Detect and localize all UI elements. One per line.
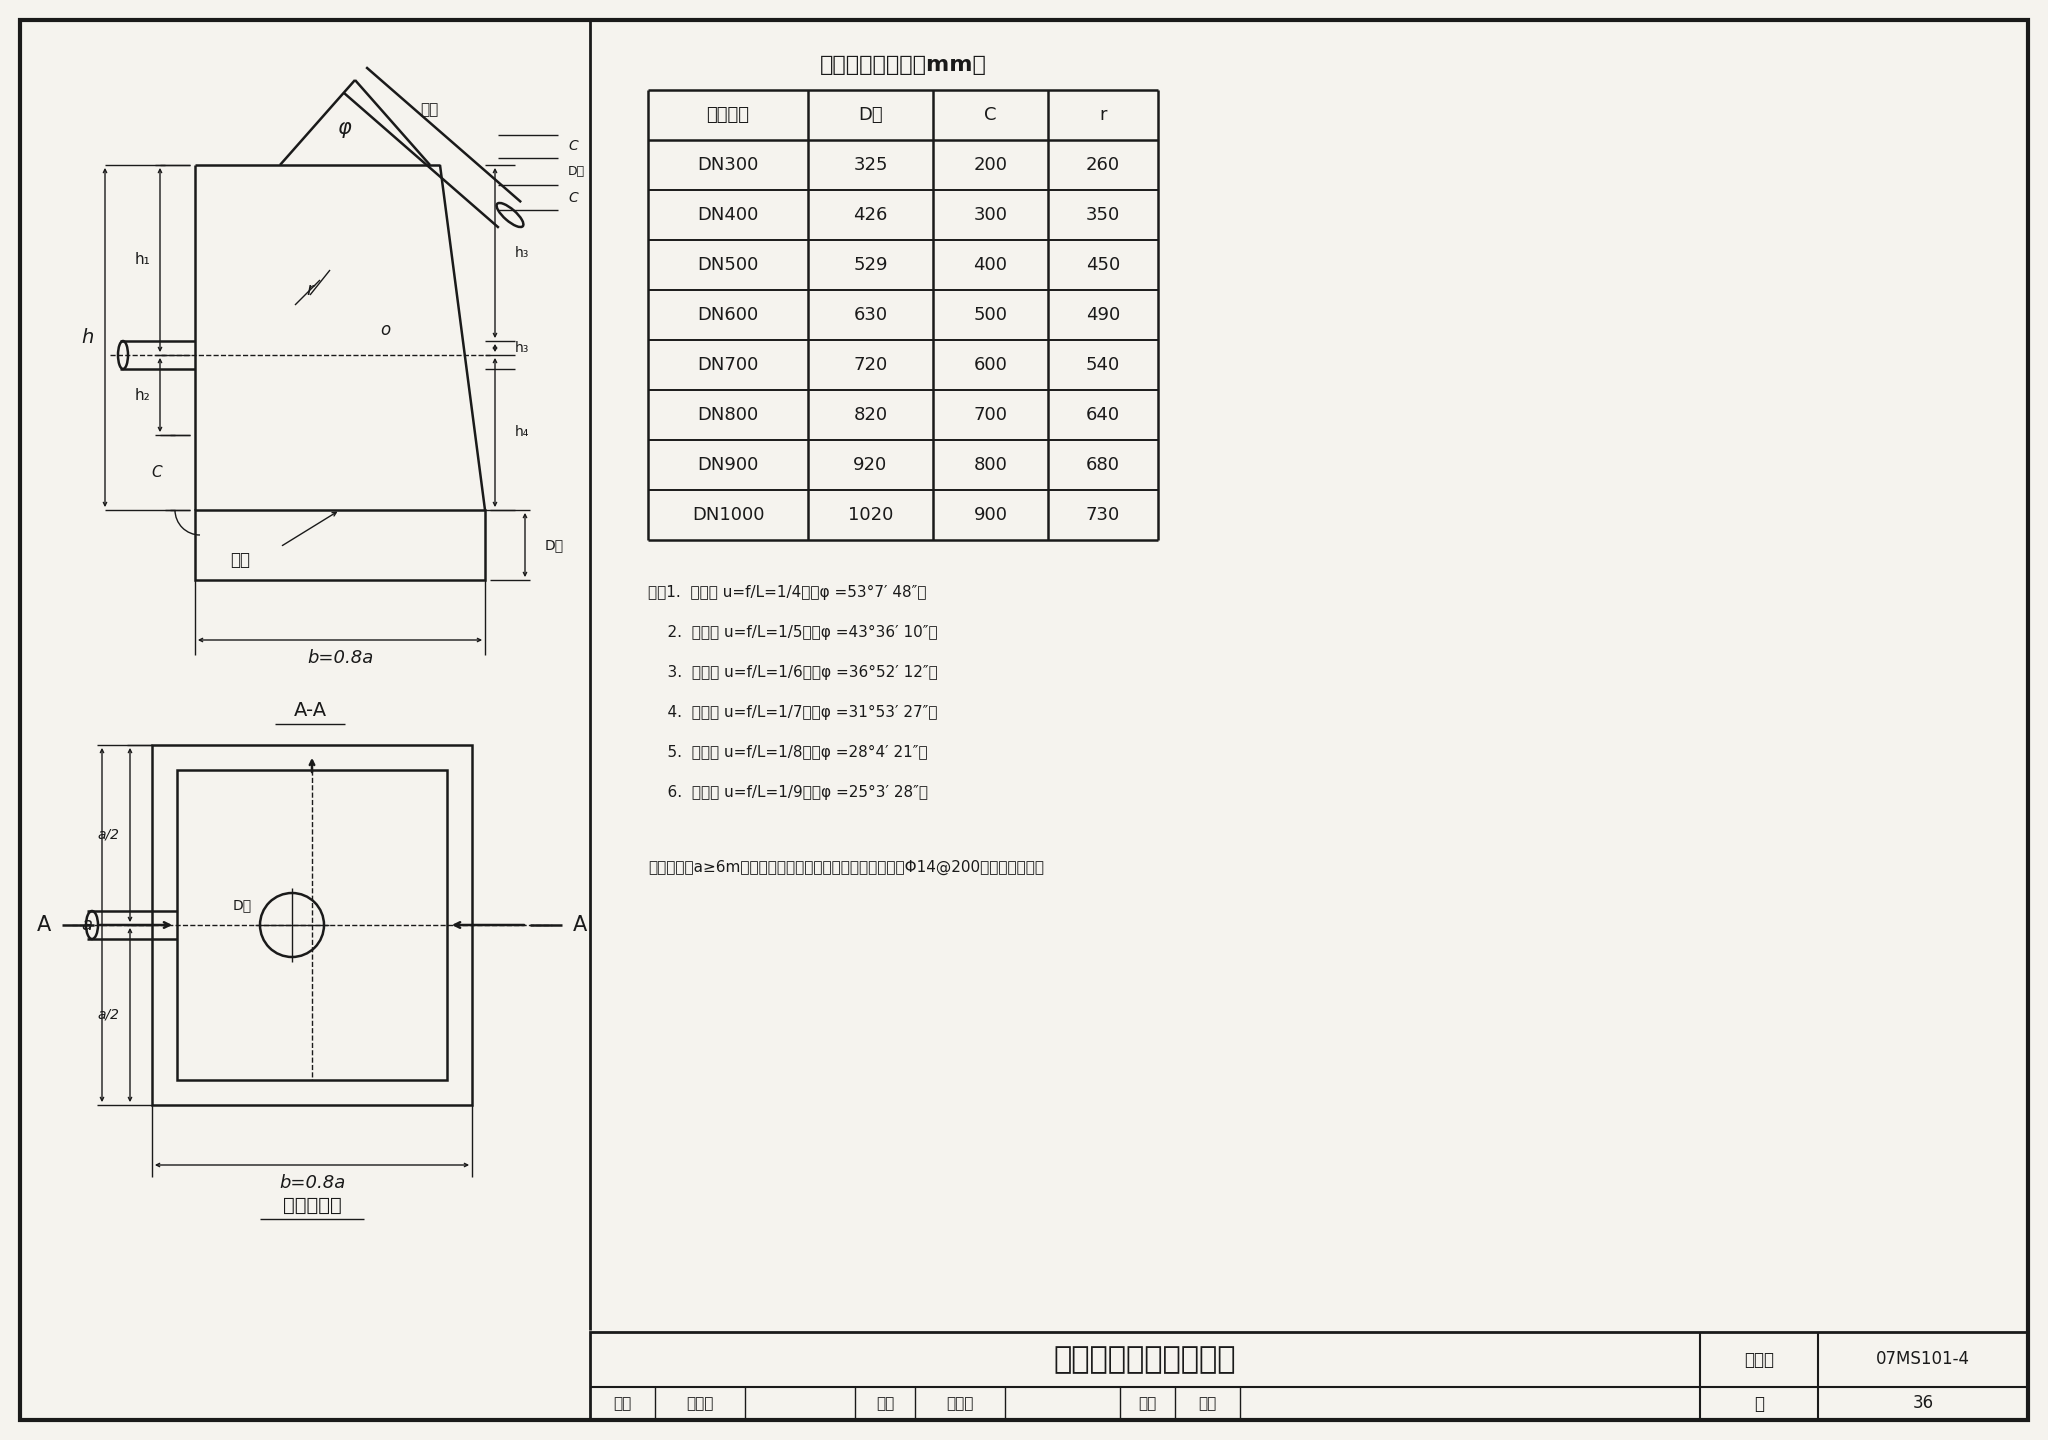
Text: b=0.8a: b=0.8a bbox=[279, 1174, 346, 1192]
Text: 说明：对于a≥6m的支墩，应在支墩底面、侧面及顶面配置Φ14@200的双向钢筋网。: 说明：对于a≥6m的支墩，应在支墩底面、侧面及顶面配置Φ14@200的双向钢筋网… bbox=[647, 860, 1044, 876]
Text: h: h bbox=[80, 328, 94, 347]
Text: o: o bbox=[381, 321, 389, 338]
Text: h₂: h₂ bbox=[133, 387, 150, 403]
Text: 900: 900 bbox=[973, 505, 1008, 524]
Text: D外: D外 bbox=[858, 107, 883, 124]
Text: 尹克明: 尹克明 bbox=[686, 1395, 713, 1411]
Text: 820: 820 bbox=[854, 406, 887, 423]
Text: 920: 920 bbox=[854, 456, 887, 474]
Text: 350: 350 bbox=[1085, 206, 1120, 225]
Text: 支墩: 支墩 bbox=[229, 552, 250, 569]
Text: h₃: h₃ bbox=[514, 246, 528, 261]
Bar bbox=[590, 1332, 2028, 1420]
Text: 李健: 李健 bbox=[1198, 1395, 1217, 1411]
Text: 680: 680 bbox=[1085, 456, 1120, 474]
Text: 700: 700 bbox=[973, 406, 1008, 423]
Text: r: r bbox=[307, 281, 313, 300]
Text: h₁: h₁ bbox=[133, 252, 150, 268]
Text: 设计: 设计 bbox=[1139, 1395, 1157, 1411]
Text: φ: φ bbox=[338, 118, 352, 138]
Text: 支墩参数选用表（mm）: 支墩参数选用表（mm） bbox=[819, 55, 987, 75]
Text: 540: 540 bbox=[1085, 356, 1120, 374]
Text: 支墩构造图及相关参数: 支墩构造图及相关参数 bbox=[1055, 1345, 1237, 1374]
Text: 审核: 审核 bbox=[612, 1395, 631, 1411]
Text: 730: 730 bbox=[1085, 505, 1120, 524]
Text: DN600: DN600 bbox=[698, 307, 758, 324]
Text: 注：1.  矢跨比 u=f/L=1/4时，φ =53°7′ 48″。: 注：1. 矢跨比 u=f/L=1/4时，φ =53°7′ 48″。 bbox=[647, 585, 926, 600]
Text: 校对: 校对 bbox=[877, 1395, 895, 1411]
Text: 400: 400 bbox=[973, 256, 1008, 274]
Text: DN500: DN500 bbox=[696, 256, 758, 274]
Text: 图集号: 图集号 bbox=[1745, 1351, 1774, 1368]
Text: 36: 36 bbox=[1913, 1394, 1933, 1413]
Bar bbox=[152, 744, 471, 1104]
Text: 5.  矢跨比 u=f/L=1/8时，φ =28°4′ 21″。: 5. 矢跨比 u=f/L=1/8时，φ =28°4′ 21″。 bbox=[647, 744, 928, 760]
Text: h₃: h₃ bbox=[514, 341, 528, 356]
Text: 640: 640 bbox=[1085, 406, 1120, 423]
Text: 公称直径: 公称直径 bbox=[707, 107, 750, 124]
Text: C: C bbox=[985, 107, 997, 124]
Text: C: C bbox=[567, 190, 578, 204]
Text: 450: 450 bbox=[1085, 256, 1120, 274]
Text: DN400: DN400 bbox=[696, 206, 758, 225]
Text: 页: 页 bbox=[1753, 1394, 1763, 1413]
Text: 426: 426 bbox=[854, 206, 887, 225]
Text: A: A bbox=[573, 914, 588, 935]
Text: C: C bbox=[567, 140, 578, 154]
Text: D外: D外 bbox=[233, 899, 252, 912]
Text: 800: 800 bbox=[973, 456, 1008, 474]
Text: r: r bbox=[1100, 107, 1106, 124]
Text: 6.  矢跨比 u=f/L=1/9时，φ =25°3′ 28″。: 6. 矢跨比 u=f/L=1/9时，φ =25°3′ 28″。 bbox=[647, 785, 928, 801]
Text: DN300: DN300 bbox=[696, 156, 758, 174]
Text: 630: 630 bbox=[854, 307, 887, 324]
Text: D外: D外 bbox=[545, 539, 563, 552]
Text: 1020: 1020 bbox=[848, 505, 893, 524]
Text: C: C bbox=[152, 465, 162, 480]
Text: DN900: DN900 bbox=[696, 456, 758, 474]
Bar bbox=[176, 770, 446, 1080]
Text: a: a bbox=[82, 916, 92, 935]
Text: 720: 720 bbox=[854, 356, 887, 374]
Text: A: A bbox=[37, 914, 51, 935]
Text: 07MS101-4: 07MS101-4 bbox=[1876, 1351, 1970, 1368]
Text: 3.  矢跨比 u=f/L=1/6时，φ =36°52′ 12″。: 3. 矢跨比 u=f/L=1/6时，φ =36°52′ 12″。 bbox=[647, 665, 938, 680]
Text: 490: 490 bbox=[1085, 307, 1120, 324]
Text: a/2: a/2 bbox=[96, 828, 119, 842]
Text: 支墩构造图: 支墩构造图 bbox=[283, 1195, 342, 1214]
Text: D外: D外 bbox=[567, 166, 586, 179]
Text: DN700: DN700 bbox=[696, 356, 758, 374]
Text: 500: 500 bbox=[973, 307, 1008, 324]
Bar bbox=[195, 510, 485, 580]
Text: 王水华: 王水华 bbox=[946, 1395, 973, 1411]
Text: DN1000: DN1000 bbox=[692, 505, 764, 524]
Text: 拱管: 拱管 bbox=[420, 102, 438, 118]
Text: 300: 300 bbox=[973, 206, 1008, 225]
Text: b=0.8a: b=0.8a bbox=[307, 649, 373, 667]
Text: 325: 325 bbox=[854, 156, 887, 174]
Text: 2.  矢跨比 u=f/L=1/5时，φ =43°36′ 10″。: 2. 矢跨比 u=f/L=1/5时，φ =43°36′ 10″。 bbox=[647, 625, 938, 639]
Text: h₄: h₄ bbox=[514, 425, 528, 439]
Text: 260: 260 bbox=[1085, 156, 1120, 174]
Text: 200: 200 bbox=[973, 156, 1008, 174]
Text: a/2: a/2 bbox=[96, 1008, 119, 1022]
Text: 529: 529 bbox=[854, 256, 887, 274]
Text: 600: 600 bbox=[973, 356, 1008, 374]
Text: 4.  矢跨比 u=f/L=1/7时，φ =31°53′ 27″。: 4. 矢跨比 u=f/L=1/7时，φ =31°53′ 27″。 bbox=[647, 706, 938, 720]
Text: A-A: A-A bbox=[293, 700, 326, 720]
Text: DN800: DN800 bbox=[698, 406, 758, 423]
